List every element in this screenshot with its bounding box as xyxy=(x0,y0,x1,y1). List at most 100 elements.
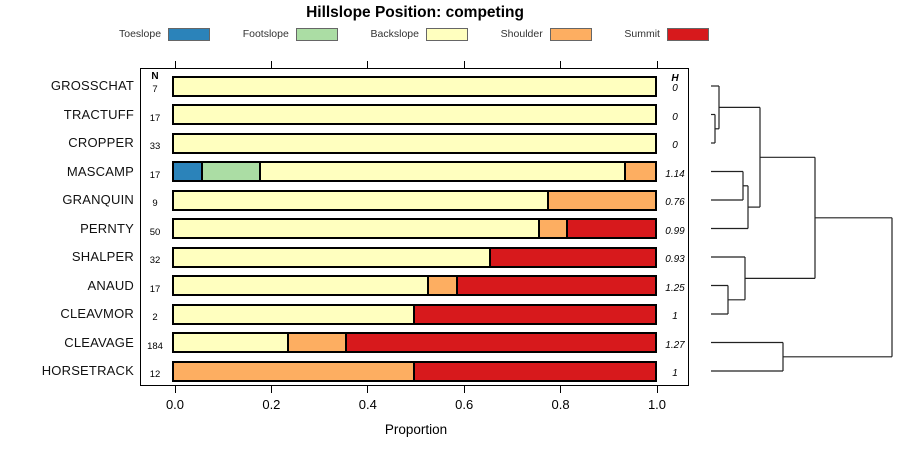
legend-swatch-icon xyxy=(549,27,592,41)
stacked-bar xyxy=(172,189,657,211)
legend-item-label: Footslope xyxy=(242,28,289,40)
stacked-bar xyxy=(172,104,657,125)
bar-segment-shoulder xyxy=(289,334,348,351)
row-h-value: 1.14 xyxy=(665,168,685,180)
bar-segment-shoulder xyxy=(539,220,569,237)
legend-swatch-icon xyxy=(295,27,338,41)
legend-item: Backslope xyxy=(370,27,468,41)
row-n-value: 184 xyxy=(147,340,163,352)
row-n-value: 9 xyxy=(152,198,158,209)
bar-segment-backslope xyxy=(260,163,627,180)
legend: Toeslope Footslope Backslope Shoulder Summit xyxy=(119,26,709,42)
row-label: CROPPER xyxy=(68,135,134,150)
bar-segment-backslope xyxy=(174,248,492,266)
bar-segment-footslope xyxy=(202,163,261,180)
bar-segment-backslope xyxy=(174,277,429,294)
bar-segment-backslope xyxy=(174,77,655,95)
legend-item-label: Backslope xyxy=(370,28,419,40)
row-h-value: 1.25 xyxy=(665,282,685,294)
row-n-value: 12 xyxy=(149,369,161,380)
legend-item-label: Shoulder xyxy=(500,28,543,40)
row-n-value: 32 xyxy=(149,255,161,266)
x-tick-top xyxy=(560,61,562,68)
stacked-bar xyxy=(172,275,657,296)
bar-segment-backslope xyxy=(174,134,655,152)
row-n-value: 50 xyxy=(149,226,161,238)
legend-item-label: Toeslope xyxy=(119,28,162,40)
row-n-value: 17 xyxy=(149,169,161,181)
row-h-value: 0.76 xyxy=(665,197,685,208)
row-h-value: 0 xyxy=(672,111,678,123)
row-h-value: 1 xyxy=(672,368,678,379)
row-n-value: 7 xyxy=(152,84,158,95)
stacked-bar xyxy=(172,161,657,182)
bar-segment-backslope xyxy=(174,305,415,323)
legend-item: Footslope xyxy=(242,27,338,41)
bar-segment-shoulder xyxy=(428,277,458,294)
bar-segment-backslope xyxy=(174,106,655,123)
row-label: CLEAVAGE xyxy=(64,334,134,350)
bar-segment-summit xyxy=(457,277,655,294)
row-n-value: 17 xyxy=(149,112,161,124)
stacked-bar xyxy=(172,218,657,239)
x-tick-label: 0.2 xyxy=(262,397,281,412)
bar-segment-shoulder xyxy=(174,362,415,380)
row-label: PERNTY xyxy=(80,220,134,236)
x-tick-top xyxy=(463,61,465,68)
stacked-bar xyxy=(172,332,657,353)
row-h-value: 1.27 xyxy=(665,339,685,351)
row-label: HORSETRACK xyxy=(41,363,134,378)
bar-segment-summit xyxy=(414,362,655,380)
x-tick-label: 0.8 xyxy=(551,397,570,412)
row-h-value: 0.99 xyxy=(665,225,685,237)
bar-segment-summit xyxy=(568,220,655,237)
row-n-value: 17 xyxy=(149,283,161,295)
legend-item: Toeslope xyxy=(119,27,211,41)
row-h-value: 1 xyxy=(672,311,678,322)
x-axis-title: Proportion xyxy=(384,422,448,437)
legend-swatch-icon xyxy=(168,27,211,41)
n-column-header: N xyxy=(151,71,159,82)
row-label: CLEAVMOR xyxy=(60,306,134,321)
row-h-value: 0 xyxy=(672,140,678,151)
row-label: TRACTUFF xyxy=(63,106,134,122)
row-label: ANAUD xyxy=(87,277,134,293)
stacked-bar xyxy=(172,303,657,325)
x-tick-bottom xyxy=(656,386,658,393)
legend-item: Summit xyxy=(624,27,709,41)
stacked-bar xyxy=(172,132,657,154)
legend-swatch-icon xyxy=(425,27,468,41)
bar-segment-backslope xyxy=(174,220,540,237)
bar-segment-summit xyxy=(414,305,655,323)
x-tick-bottom xyxy=(367,386,369,393)
x-tick-top xyxy=(174,61,176,68)
stacked-bar xyxy=(172,246,657,268)
x-tick-bottom xyxy=(560,386,562,393)
x-tick-top xyxy=(367,61,369,68)
x-tick-label: 0.0 xyxy=(165,397,185,412)
bar-segment-shoulder xyxy=(549,191,655,209)
bar-segment-summit xyxy=(491,248,655,266)
row-h-value: 0.93 xyxy=(665,254,685,265)
row-label: GROSSCHAT xyxy=(50,78,134,93)
x-tick-label: 0.6 xyxy=(455,397,474,412)
x-tick-top xyxy=(270,61,272,68)
x-tick-label: 0.4 xyxy=(358,397,377,412)
row-label: SHALPER xyxy=(71,249,134,264)
stacked-bar xyxy=(172,75,657,97)
chart-title: Hillslope Position: competing xyxy=(306,4,524,21)
bar-segment-toeslope xyxy=(174,163,203,180)
legend-swatch-icon xyxy=(666,27,709,41)
legend-item-label: Summit xyxy=(624,28,660,40)
row-label: GRANQUIN xyxy=(62,192,134,207)
x-tick-label: 1.0 xyxy=(647,397,667,412)
x-tick-bottom xyxy=(270,386,272,393)
row-h-value: 0 xyxy=(672,83,678,94)
bar-segment-shoulder xyxy=(626,163,655,180)
row-n-value: 33 xyxy=(149,141,161,152)
bar-segment-summit xyxy=(347,334,655,351)
bar-segment-backslope xyxy=(174,191,550,209)
legend-item: Shoulder xyxy=(500,27,592,41)
bar-segment-backslope xyxy=(174,334,290,351)
x-tick-bottom xyxy=(463,386,465,393)
